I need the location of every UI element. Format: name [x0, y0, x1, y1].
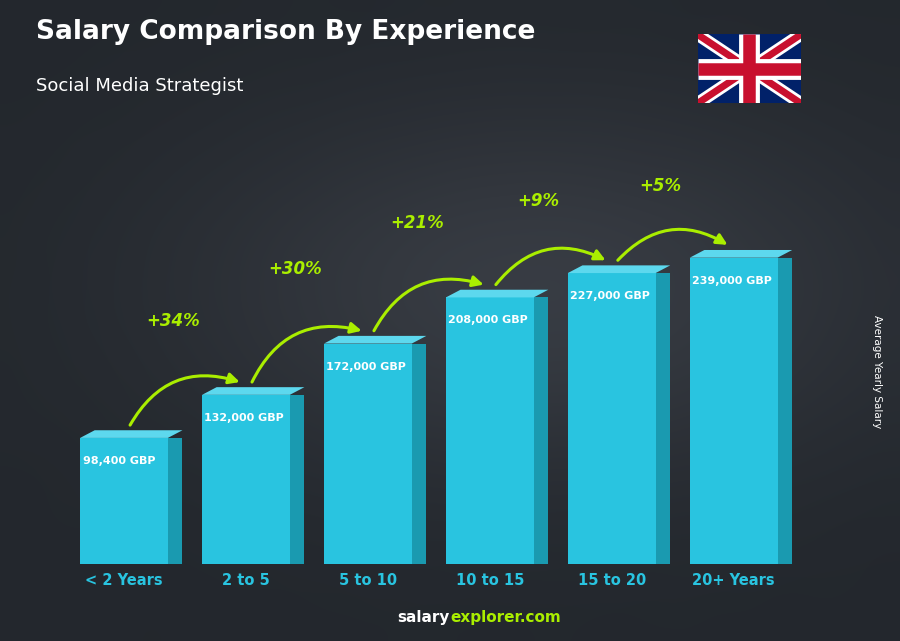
Bar — [689, 258, 778, 564]
Text: 20+ Years: 20+ Years — [692, 572, 775, 588]
Text: 132,000 GBP: 132,000 GBP — [204, 413, 284, 423]
Text: Salary Comparison By Experience: Salary Comparison By Experience — [36, 19, 536, 46]
Text: 5 to 10: 5 to 10 — [338, 572, 397, 588]
Polygon shape — [290, 395, 304, 564]
Text: 239,000 GBP: 239,000 GBP — [692, 276, 772, 286]
Text: 10 to 15: 10 to 15 — [455, 572, 524, 588]
Text: 98,400 GBP: 98,400 GBP — [83, 456, 155, 466]
Polygon shape — [689, 250, 792, 258]
Polygon shape — [80, 430, 183, 438]
Polygon shape — [534, 297, 548, 564]
Bar — [202, 395, 290, 564]
Bar — [324, 344, 411, 564]
Text: +9%: +9% — [518, 192, 560, 210]
Text: explorer.com: explorer.com — [450, 610, 561, 625]
Text: 227,000 GBP: 227,000 GBP — [571, 291, 650, 301]
Text: 208,000 GBP: 208,000 GBP — [448, 315, 528, 326]
Polygon shape — [778, 258, 792, 564]
Text: 172,000 GBP: 172,000 GBP — [327, 362, 406, 372]
Polygon shape — [411, 344, 427, 564]
Polygon shape — [446, 290, 548, 297]
Polygon shape — [168, 438, 183, 564]
Text: 15 to 20: 15 to 20 — [578, 572, 646, 588]
Text: Social Media Strategist: Social Media Strategist — [36, 77, 243, 95]
Text: Average Yearly Salary: Average Yearly Salary — [872, 315, 883, 428]
Polygon shape — [324, 336, 427, 344]
Text: < 2 Years: < 2 Years — [86, 572, 163, 588]
Text: 2 to 5: 2 to 5 — [222, 572, 270, 588]
Bar — [568, 273, 655, 564]
Text: +5%: +5% — [639, 177, 681, 195]
Bar — [446, 297, 534, 564]
Bar — [80, 438, 168, 564]
Polygon shape — [202, 387, 304, 395]
Text: +21%: +21% — [390, 214, 444, 232]
Polygon shape — [655, 273, 670, 564]
Polygon shape — [568, 265, 670, 273]
Text: +30%: +30% — [268, 260, 321, 278]
Text: +34%: +34% — [146, 312, 200, 330]
Text: salary: salary — [398, 610, 450, 625]
